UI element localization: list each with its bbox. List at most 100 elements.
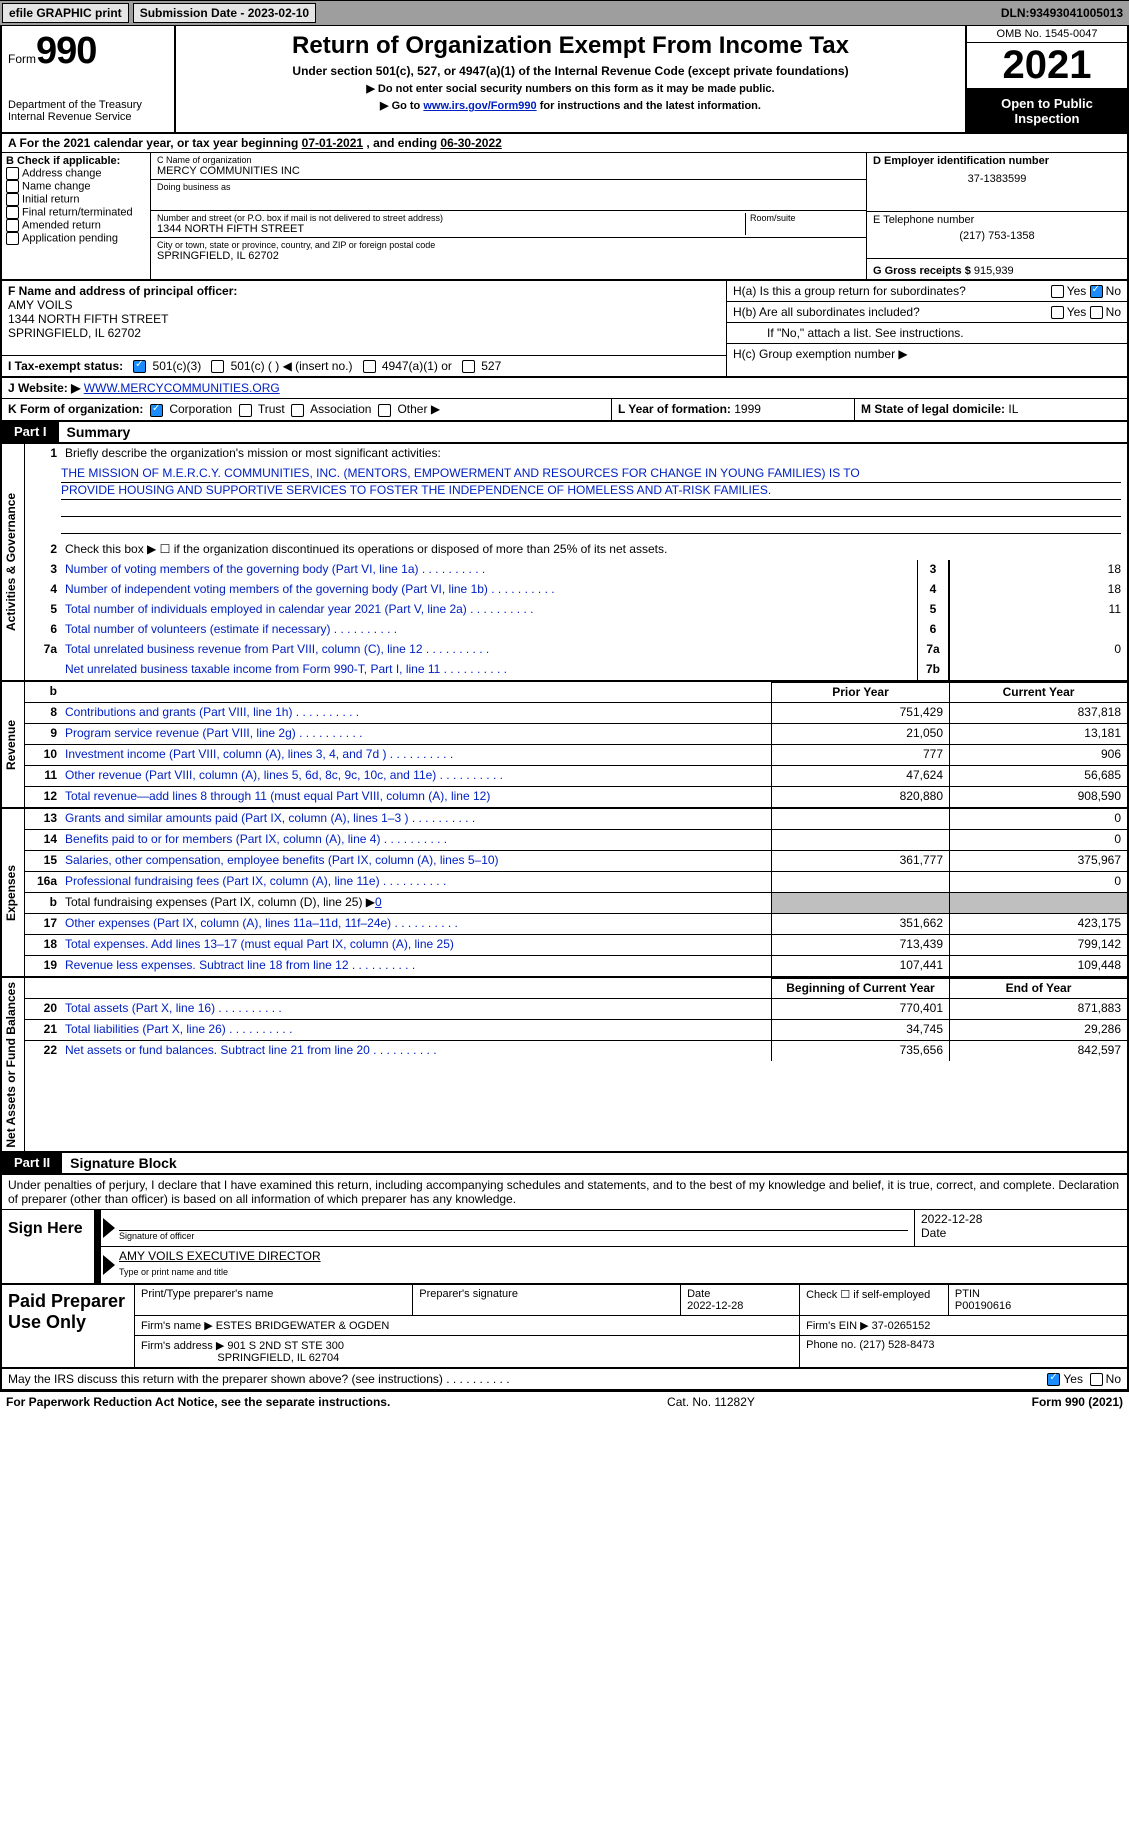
calyr-pre: A For the 2021 calendar year, or tax yea… bbox=[8, 136, 302, 150]
prep-selfemp-label: Check ☐ if self-employed bbox=[800, 1285, 949, 1316]
prep-addr2: SPRINGFIELD, IL 62704 bbox=[217, 1352, 339, 1364]
line14-curr: 0 bbox=[949, 830, 1127, 850]
line16a-desc: Professional fundraising fees (Part IX, … bbox=[61, 872, 771, 892]
tax-year: 2021 bbox=[967, 43, 1127, 90]
col-end-year: End of Year bbox=[949, 978, 1127, 998]
d-ein-value: 37-1383599 bbox=[873, 173, 1121, 185]
col-d: D Employer identification number 37-1383… bbox=[867, 153, 1127, 279]
chk-mayirs-no[interactable] bbox=[1090, 1373, 1103, 1386]
mission-text-1: THE MISSION OF M.E.R.C.Y. COMMUNITIES, I… bbox=[61, 466, 1121, 483]
line8-desc: Contributions and grants (Part VIII, lin… bbox=[61, 703, 771, 723]
line4-val: 18 bbox=[949, 580, 1127, 600]
chk-application-pending[interactable] bbox=[6, 232, 19, 245]
opt-assoc: Association bbox=[310, 402, 371, 416]
section-jklm: J Website: ▶ WWW.MERCYCOMMUNITIES.ORG K … bbox=[0, 378, 1129, 421]
line17-curr: 423,175 bbox=[949, 914, 1127, 934]
chk-hb-no[interactable] bbox=[1090, 306, 1103, 319]
vlabel-netassets: Net Assets or Fund Balances bbox=[2, 978, 25, 1152]
signature-block: Under penalties of perjury, I declare th… bbox=[0, 1175, 1129, 1285]
line13-prior bbox=[771, 809, 949, 829]
chk-assoc[interactable] bbox=[291, 404, 304, 417]
chk-address-change[interactable] bbox=[6, 167, 19, 180]
sign-arrow-icon-2 bbox=[95, 1247, 113, 1283]
section-bcd: B Check if applicable: Address change Na… bbox=[0, 153, 1129, 281]
form-number: 990 bbox=[36, 30, 96, 72]
chk-trust[interactable] bbox=[239, 404, 252, 417]
lbl-name-change: Name change bbox=[22, 180, 91, 192]
prep-phone-label: Phone no. bbox=[806, 1339, 859, 1351]
prep-firm-value: ESTES BRIDGEWATER & OGDEN bbox=[216, 1320, 390, 1332]
sig-date-value: 2022-12-28 bbox=[921, 1212, 1121, 1226]
lbl-initial-return: Initial return bbox=[22, 193, 79, 205]
page: efile GRAPHIC print Submission Date - 20… bbox=[0, 0, 1129, 1412]
f-name: AMY VOILS bbox=[8, 298, 72, 312]
footer-right: Form 990 (2021) bbox=[1032, 1395, 1123, 1409]
opt-corp: Corporation bbox=[169, 402, 232, 416]
line8-prior: 751,429 bbox=[771, 703, 949, 723]
chk-final-return[interactable] bbox=[6, 206, 19, 219]
hc-label: H(c) Group exemption number ▶ bbox=[727, 344, 1127, 364]
footer-mid: Cat. No. 11282Y bbox=[390, 1395, 1031, 1409]
line9-prior: 21,050 bbox=[771, 724, 949, 744]
chk-hb-yes[interactable] bbox=[1051, 306, 1064, 319]
chk-mayirs-yes[interactable] bbox=[1047, 1373, 1060, 1386]
line13-curr: 0 bbox=[949, 809, 1127, 829]
chk-name-change[interactable] bbox=[6, 180, 19, 193]
line16b-desc: Total fundraising expenses (Part IX, col… bbox=[61, 893, 771, 913]
line9-curr: 13,181 bbox=[949, 724, 1127, 744]
line10-curr: 906 bbox=[949, 745, 1127, 765]
line6-desc: Total number of volunteers (estimate if … bbox=[61, 620, 917, 640]
line18-prior: 713,439 bbox=[771, 935, 949, 955]
j-website-link[interactable]: WWW.MERCYCOMMUNITIES.ORG bbox=[84, 381, 280, 395]
part1-tag: Part I bbox=[2, 422, 59, 442]
chk-501c[interactable] bbox=[211, 360, 224, 373]
hb-yes: Yes bbox=[1067, 305, 1087, 319]
chk-4947[interactable] bbox=[363, 360, 376, 373]
col-prior-year: Prior Year bbox=[771, 682, 949, 702]
prep-ptin-value: P00190616 bbox=[955, 1300, 1011, 1312]
sig-officer-hint: Signature of officer bbox=[119, 1230, 908, 1241]
chk-ha-yes[interactable] bbox=[1051, 285, 1064, 298]
efile-print-button[interactable]: efile GRAPHIC print bbox=[2, 3, 129, 23]
sign-here-label: Sign Here bbox=[2, 1210, 95, 1283]
part2-tag: Part II bbox=[2, 1153, 62, 1173]
line14-prior bbox=[771, 830, 949, 850]
goto-link[interactable]: www.irs.gov/Form990 bbox=[423, 100, 536, 112]
line19-curr: 109,448 bbox=[949, 956, 1127, 976]
line16b-curr bbox=[949, 893, 1127, 913]
form-word: Form bbox=[8, 52, 36, 66]
chk-corp[interactable] bbox=[150, 404, 163, 417]
form-header-right: OMB No. 1545-0047 2021 Open to Public In… bbox=[965, 26, 1127, 132]
page-footer: For Paperwork Reduction Act Notice, see … bbox=[0, 1391, 1129, 1412]
opt-501c: 501(c) ( ) ◀ (insert no.) bbox=[231, 359, 353, 373]
part2-title: Signature Block bbox=[62, 1153, 185, 1173]
line7b-box: 7b bbox=[917, 660, 949, 680]
footer-left: For Paperwork Reduction Act Notice, see … bbox=[6, 1395, 390, 1409]
prep-date-value: 2022-12-28 bbox=[687, 1300, 743, 1312]
paid-preparer-block: Paid Preparer Use Only Print/Type prepar… bbox=[0, 1285, 1129, 1369]
prep-date-label: Date bbox=[687, 1288, 710, 1300]
chk-amended-return[interactable] bbox=[6, 219, 19, 232]
prep-firm-label: Firm's name ▶ bbox=[141, 1320, 216, 1332]
chk-501c3[interactable] bbox=[133, 360, 146, 373]
chk-527[interactable] bbox=[462, 360, 475, 373]
open-inspection: Open to Public Inspection bbox=[967, 90, 1127, 132]
chk-ha-no[interactable] bbox=[1090, 285, 1103, 298]
hb-no: No bbox=[1106, 305, 1121, 319]
opt-trust: Trust bbox=[258, 402, 285, 416]
line19-desc: Revenue less expenses. Subtract line 18 … bbox=[61, 956, 771, 976]
submission-date-button[interactable]: Submission Date - 2023-02-10 bbox=[133, 3, 316, 23]
line16a-curr: 0 bbox=[949, 872, 1127, 892]
line4-box: 4 bbox=[917, 580, 949, 600]
part1-bar: Part I Summary bbox=[0, 422, 1129, 444]
hb-label: H(b) Are all subordinates included? bbox=[733, 305, 1051, 319]
c-room-label: Room/suite bbox=[750, 213, 860, 223]
form-subtitle: Under section 501(c), 527, or 4947(a)(1)… bbox=[184, 64, 957, 78]
chk-other[interactable] bbox=[378, 404, 391, 417]
chk-initial-return[interactable] bbox=[6, 193, 19, 206]
prep-sig-label: Preparer's signature bbox=[413, 1285, 681, 1316]
line7b-desc: Net unrelated business taxable income fr… bbox=[61, 660, 917, 680]
prep-addr-label: Firm's address ▶ bbox=[141, 1340, 227, 1352]
line16b-link[interactable]: 0 bbox=[375, 895, 382, 909]
section-revenue: Revenue bPrior YearCurrent Year 8Contrib… bbox=[2, 682, 1127, 809]
